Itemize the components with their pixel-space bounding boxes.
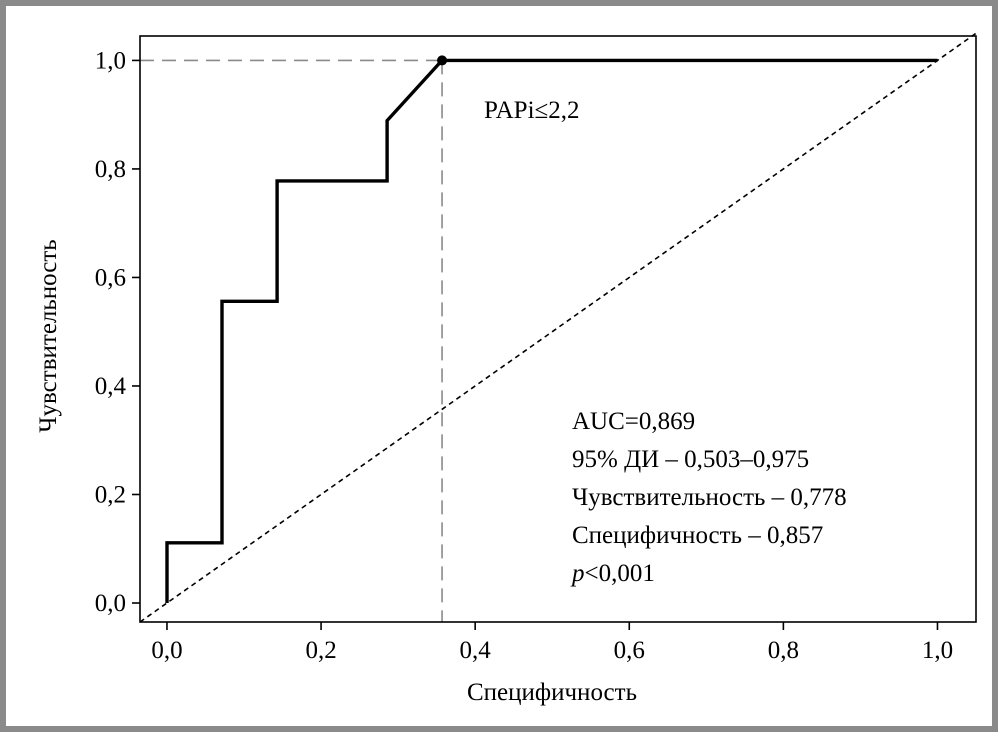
- annotation-p-value: p<0,001: [570, 560, 655, 587]
- stats-annotation: AUC=0,869 95% ДИ – 0,503–0,975 Чувствите…: [570, 408, 847, 587]
- p-value: <0,001: [585, 560, 655, 587]
- roc-chart: 0,0 0,2 0,4 0,6 0,8 1,0 0,0 0,2 0,4 0,6 0,8 1,0 PA…: [35, 32, 977, 706]
- p-symbol: p: [570, 560, 585, 587]
- roc-curve: [165, 58, 938, 603]
- x-tick-label: 0,4: [460, 637, 492, 664]
- y-tick-label: 0,2: [95, 481, 126, 508]
- annotation-auc: AUC=0,869: [572, 408, 695, 435]
- annotation-ci: 95% ДИ – 0,503–0,975: [572, 446, 809, 473]
- x-axis-label: Специфичность: [467, 679, 637, 706]
- y-tick-label: 0,6: [95, 264, 126, 291]
- x-tick-label: 0,6: [614, 637, 645, 664]
- annotation-specificity: Специфичность – 0,857: [572, 522, 823, 549]
- x-tick-label: 0,8: [768, 637, 799, 664]
- x-tick-label: 1,0: [922, 637, 953, 664]
- y-tick-label: 0,0: [95, 590, 126, 617]
- x-tick-label: 0,0: [151, 637, 182, 664]
- annotation-sensitivity: Чувствительность – 0,778: [572, 484, 847, 511]
- y-tick-label: 1,0: [95, 47, 126, 74]
- x-tick-label: 0,2: [305, 637, 336, 664]
- cutoff-point: [437, 55, 448, 66]
- y-tick-label: 0,8: [95, 156, 126, 183]
- y-tick-label: 0,4: [95, 373, 127, 400]
- cutoff-label: PAPi≤2,2: [484, 97, 579, 124]
- plot-frame: [139, 35, 977, 623]
- y-axis-label: Чувствительность: [35, 239, 62, 432]
